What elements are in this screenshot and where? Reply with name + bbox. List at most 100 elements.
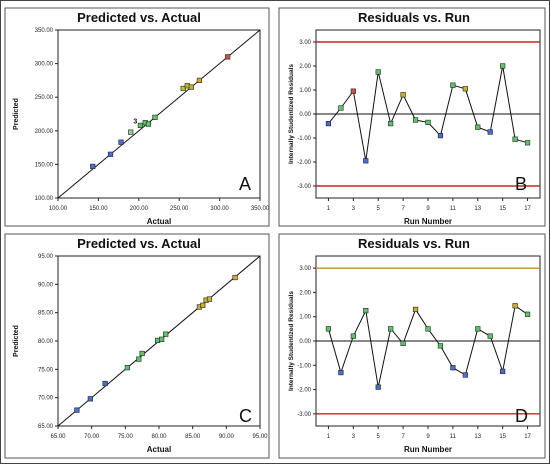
data-point xyxy=(500,63,506,69)
panel-frame xyxy=(278,233,546,459)
x-tick-label: 3 xyxy=(352,206,356,212)
y-tick-label: -1.00 xyxy=(297,136,311,142)
panel-label: B xyxy=(515,174,527,194)
data-point xyxy=(462,86,468,92)
data-point xyxy=(450,82,456,88)
data-point xyxy=(412,117,419,123)
y-tick-label: 1.00 xyxy=(299,88,311,94)
x-tick-label: 7 xyxy=(401,434,405,440)
data-point xyxy=(425,119,431,125)
y-tick-label: 90.00 xyxy=(38,282,54,288)
y-tick-label: 3.00 xyxy=(299,40,311,46)
y-tick-label: 2.00 xyxy=(299,64,311,70)
data-point xyxy=(400,92,406,98)
y-tick-label: 75.00 xyxy=(38,367,54,373)
data-point xyxy=(225,54,231,60)
panel-c: Predicted vs. Actual Actual Predicted 65.00… xyxy=(4,233,270,459)
x-tick-label: 13 xyxy=(474,206,481,212)
y-tick-label: -3.00 xyxy=(297,184,311,190)
panel-label: C xyxy=(239,406,252,426)
data-point xyxy=(487,333,493,339)
chart-title: Residuals vs. Run xyxy=(358,236,470,251)
x-tick-label: 11 xyxy=(450,434,457,440)
data-point xyxy=(512,136,518,142)
x-tick-label: 15 xyxy=(499,206,506,212)
data-point xyxy=(145,121,152,127)
x-tick-label: 13 xyxy=(474,434,481,440)
data-point xyxy=(90,163,96,170)
data-point xyxy=(137,122,144,129)
data-point xyxy=(475,124,481,130)
data-point xyxy=(350,88,356,94)
x-tick-label: 1 xyxy=(327,434,331,440)
y-tick-label: 350.00 xyxy=(35,28,54,34)
y-tick-label: 65.00 xyxy=(38,424,54,430)
data-point xyxy=(512,303,518,309)
data-point xyxy=(232,274,238,281)
data-point xyxy=(136,356,142,362)
y-axis-label: Internally Studentized Residuals xyxy=(288,64,295,164)
x-tick-label: 15 xyxy=(499,434,506,440)
y-tick-label: 100.00 xyxy=(35,196,54,202)
y-tick-label: 300.00 xyxy=(35,62,54,68)
y-axis-label: Internally Studentized Residuals xyxy=(288,291,295,391)
panel-frame xyxy=(4,233,270,459)
chart-title: Residuals vs. Run xyxy=(358,10,470,25)
data-point xyxy=(325,326,332,332)
x-axis-label: Actual xyxy=(147,445,171,454)
panel-b: Residuals vs. Run Run Number Internally St… xyxy=(278,7,546,227)
data-point xyxy=(196,77,203,83)
point-annotation: 3 xyxy=(133,119,137,126)
data-point xyxy=(400,340,406,347)
y-tick-label: 0.00 xyxy=(299,339,311,345)
x-tick-label: 70.00 xyxy=(84,434,100,440)
data-point xyxy=(350,333,356,339)
data-point xyxy=(388,326,394,332)
chart-title: Predicted vs. Actual xyxy=(77,236,201,251)
data-point xyxy=(118,139,124,145)
data-point xyxy=(437,343,444,349)
x-axis-label: Run Number xyxy=(404,445,452,454)
x-tick-label: 5 xyxy=(377,434,381,440)
data-point xyxy=(412,306,419,313)
y-tick-label: 2.00 xyxy=(299,290,311,296)
data-point xyxy=(128,129,134,135)
data-point xyxy=(206,296,213,302)
data-point xyxy=(325,121,332,127)
x-tick-label: 150.00 xyxy=(89,206,108,212)
data-point xyxy=(200,302,206,308)
data-point xyxy=(375,384,381,390)
x-tick-label: 17 xyxy=(524,206,531,212)
data-point xyxy=(338,105,344,111)
data-point xyxy=(188,84,194,90)
panel-frame xyxy=(4,7,270,227)
panel-d: Residuals vs. Run Run Number Internally St… xyxy=(278,233,546,459)
data-point xyxy=(524,311,531,317)
data-point xyxy=(425,326,431,332)
x-tick-label: 11 xyxy=(450,206,457,212)
x-tick-label: 95.00 xyxy=(252,434,268,440)
data-point xyxy=(163,331,169,337)
y-tick-label: -2.00 xyxy=(297,388,311,394)
data-point xyxy=(524,140,531,146)
chart-title: Predicted vs. Actual xyxy=(77,10,201,25)
data-point xyxy=(87,396,93,402)
data-point xyxy=(375,69,381,75)
data-point xyxy=(102,380,108,387)
x-tick-label: 75.00 xyxy=(118,434,134,440)
y-tick-label: 85.00 xyxy=(38,311,54,317)
data-point xyxy=(388,121,394,127)
data-point xyxy=(107,151,114,157)
x-tick-label: 300.00 xyxy=(210,206,229,212)
panel-label: D xyxy=(515,406,528,426)
panel-a: Predicted vs. Actual Actual Predicted 100.0… xyxy=(4,7,270,227)
data-point xyxy=(450,365,456,371)
y-tick-label: -1.00 xyxy=(297,363,311,369)
x-tick-label: 5 xyxy=(377,206,381,212)
data-point xyxy=(500,368,506,374)
panel-frame xyxy=(278,7,546,227)
y-tick-label: 250.00 xyxy=(35,95,54,101)
x-tick-label: 350.00 xyxy=(251,206,270,212)
